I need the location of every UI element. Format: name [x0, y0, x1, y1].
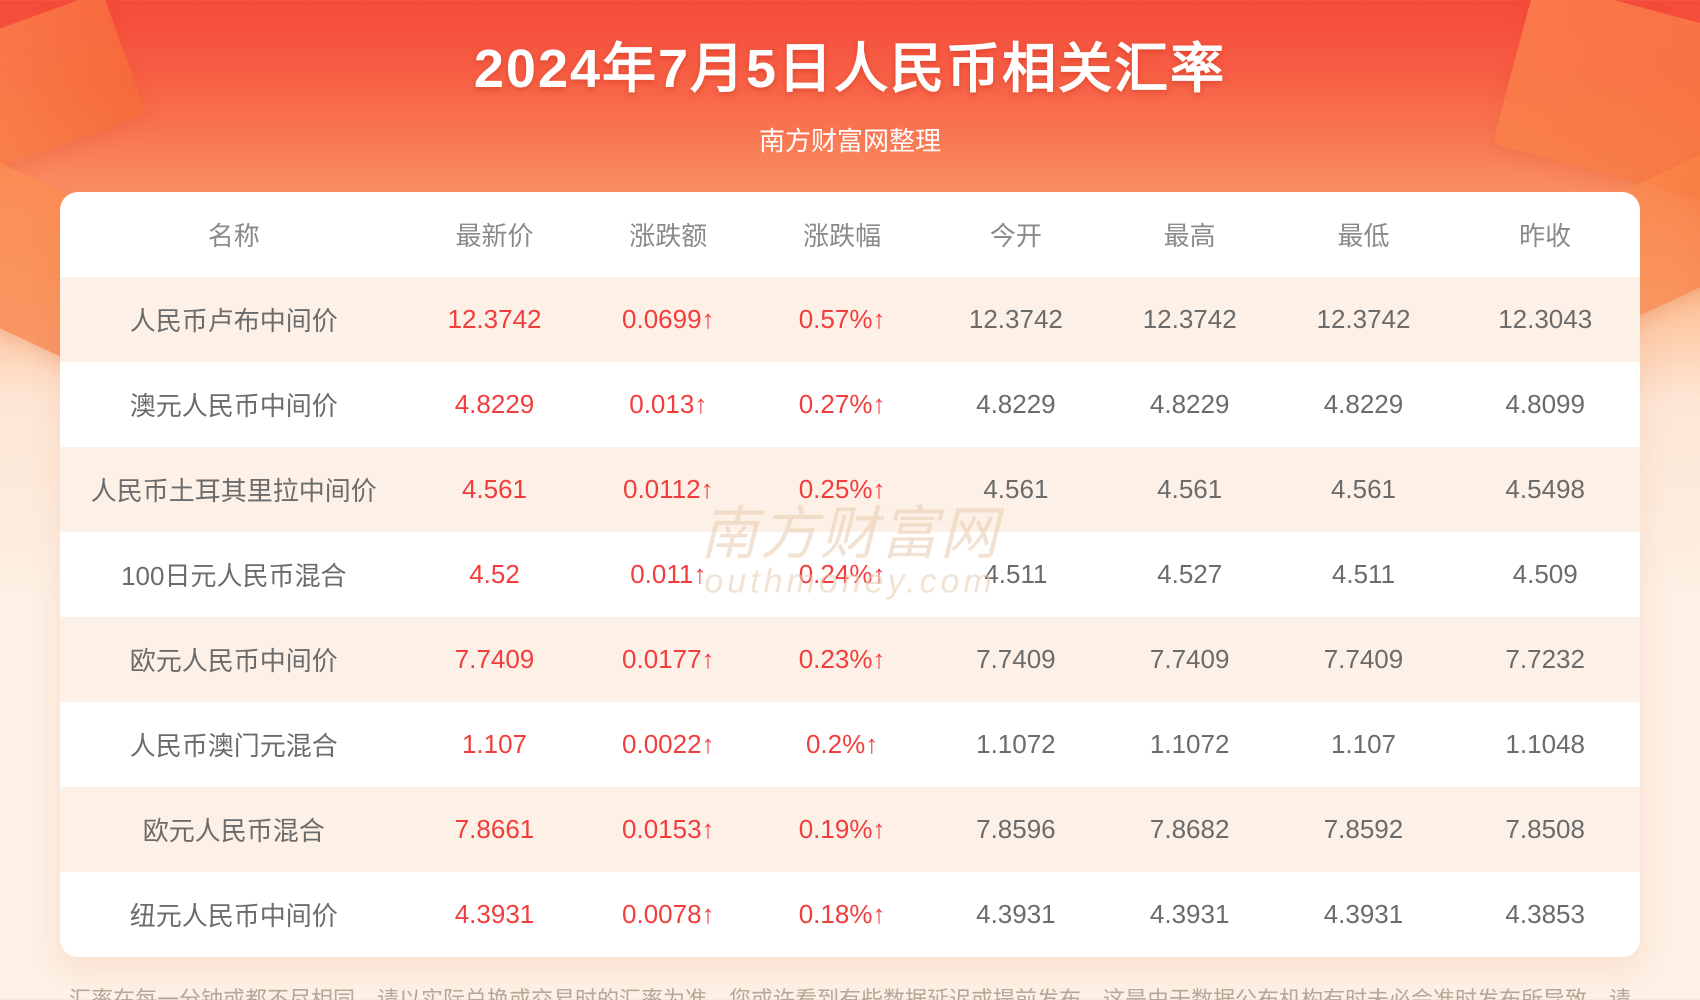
rates-table: 名称 最新价 涨跌额 涨跌幅 今开 最高 最低 昨收 人民币卢布中间价12.37… — [60, 192, 1640, 957]
table-row: 100日元人民币混合4.520.011↑0.24%↑4.5114.5274.51… — [60, 532, 1640, 617]
cell-name: 人民币澳门元混合 — [60, 702, 408, 787]
cell-open: 4.8229 — [929, 362, 1103, 447]
table-row: 人民币卢布中间价12.37420.0699↑0.57%↑12.374212.37… — [60, 277, 1640, 362]
cell-prev: 12.3043 — [1450, 277, 1640, 362]
cell-change: 0.0112↑ — [581, 447, 755, 532]
cell-pct: 0.27%↑ — [755, 362, 929, 447]
rates-card: 南方财富网 outhmoney.com 名称 最新价 涨跌额 涨跌幅 今开 最高… — [60, 192, 1640, 957]
col-high: 最高 — [1103, 192, 1277, 277]
cell-prev: 4.509 — [1450, 532, 1640, 617]
cell-latest: 4.52 — [408, 532, 582, 617]
cell-prev: 1.1048 — [1450, 702, 1640, 787]
cell-latest: 7.8661 — [408, 787, 582, 872]
cell-low: 7.8592 — [1277, 787, 1451, 872]
cell-prev: 4.5498 — [1450, 447, 1640, 532]
cell-high: 4.3931 — [1103, 872, 1277, 957]
cell-name: 人民币土耳其里拉中间价 — [60, 447, 408, 532]
cell-change: 0.0153↑ — [581, 787, 755, 872]
col-name: 名称 — [60, 192, 408, 277]
cell-open: 7.7409 — [929, 617, 1103, 702]
cell-low: 4.3931 — [1277, 872, 1451, 957]
col-open: 今开 — [929, 192, 1103, 277]
cell-change: 0.0699↑ — [581, 277, 755, 362]
cell-name: 欧元人民币混合 — [60, 787, 408, 872]
cell-high: 7.8682 — [1103, 787, 1277, 872]
cell-pct: 0.19%↑ — [755, 787, 929, 872]
cell-latest: 1.107 — [408, 702, 582, 787]
cell-low: 7.7409 — [1277, 617, 1451, 702]
cell-open: 1.1072 — [929, 702, 1103, 787]
cell-prev: 7.7232 — [1450, 617, 1640, 702]
cell-change: 0.011↑ — [581, 532, 755, 617]
cell-name: 100日元人民币混合 — [60, 532, 408, 617]
cell-low: 4.8229 — [1277, 362, 1451, 447]
cell-name: 人民币卢布中间价 — [60, 277, 408, 362]
cell-latest: 4.8229 — [408, 362, 582, 447]
cell-open: 12.3742 — [929, 277, 1103, 362]
page-subtitle: 南方财富网整理 — [0, 121, 1700, 158]
cell-high: 7.7409 — [1103, 617, 1277, 702]
col-pct: 涨跌幅 — [755, 192, 929, 277]
cell-high: 12.3742 — [1103, 277, 1277, 362]
cell-high: 4.561 — [1103, 447, 1277, 532]
cell-high: 4.8229 — [1103, 362, 1277, 447]
cell-change: 0.0177↑ — [581, 617, 755, 702]
cell-open: 7.8596 — [929, 787, 1103, 872]
table-row: 欧元人民币中间价7.74090.0177↑0.23%↑7.74097.74097… — [60, 617, 1640, 702]
cell-pct: 0.23%↑ — [755, 617, 929, 702]
cell-latest: 4.561 — [408, 447, 582, 532]
cell-pct: 0.25%↑ — [755, 447, 929, 532]
cell-open: 4.3931 — [929, 872, 1103, 957]
cell-high: 4.527 — [1103, 532, 1277, 617]
cell-pct: 0.57%↑ — [755, 277, 929, 362]
page: 2024年7月5日人民币相关汇率 南方财富网整理 南方财富网 outhmoney… — [0, 0, 1700, 1000]
cell-low: 4.511 — [1277, 532, 1451, 617]
cell-name: 澳元人民币中间价 — [60, 362, 408, 447]
cell-open: 4.511 — [929, 532, 1103, 617]
disclaimer: 汇率在每一分钟或都不尽相同，请以实际兑换或交易时的汇率为准，您或许看到有些数据延… — [60, 981, 1640, 1000]
cell-change: 0.0078↑ — [581, 872, 755, 957]
cell-pct: 0.18%↑ — [755, 872, 929, 957]
cell-low: 12.3742 — [1277, 277, 1451, 362]
cell-name: 欧元人民币中间价 — [60, 617, 408, 702]
table-row: 欧元人民币混合7.86610.0153↑0.19%↑7.85967.86827.… — [60, 787, 1640, 872]
page-title: 2024年7月5日人民币相关汇率 — [0, 24, 1700, 103]
cell-prev: 4.8099 — [1450, 362, 1640, 447]
cell-prev: 4.3853 — [1450, 872, 1640, 957]
cell-latest: 4.3931 — [408, 872, 582, 957]
table-row: 纽元人民币中间价4.39310.0078↑0.18%↑4.39314.39314… — [60, 872, 1640, 957]
cell-low: 1.107 — [1277, 702, 1451, 787]
table-row: 澳元人民币中间价4.82290.013↑0.27%↑4.82294.82294.… — [60, 362, 1640, 447]
cell-prev: 7.8508 — [1450, 787, 1640, 872]
cell-low: 4.561 — [1277, 447, 1451, 532]
col-change: 涨跌额 — [581, 192, 755, 277]
col-prev: 昨收 — [1450, 192, 1640, 277]
col-latest: 最新价 — [408, 192, 582, 277]
col-low: 最低 — [1277, 192, 1451, 277]
cell-latest: 12.3742 — [408, 277, 582, 362]
cell-pct: 0.24%↑ — [755, 532, 929, 617]
table-row: 人民币澳门元混合1.1070.0022↑0.2%↑1.10721.10721.1… — [60, 702, 1640, 787]
cell-high: 1.1072 — [1103, 702, 1277, 787]
table-header-row: 名称 最新价 涨跌额 涨跌幅 今开 最高 最低 昨收 — [60, 192, 1640, 277]
cell-pct: 0.2%↑ — [755, 702, 929, 787]
table-row: 人民币土耳其里拉中间价4.5610.0112↑0.25%↑4.5614.5614… — [60, 447, 1640, 532]
cell-open: 4.561 — [929, 447, 1103, 532]
cell-latest: 7.7409 — [408, 617, 582, 702]
cell-change: 0.013↑ — [581, 362, 755, 447]
cell-change: 0.0022↑ — [581, 702, 755, 787]
cell-name: 纽元人民币中间价 — [60, 872, 408, 957]
